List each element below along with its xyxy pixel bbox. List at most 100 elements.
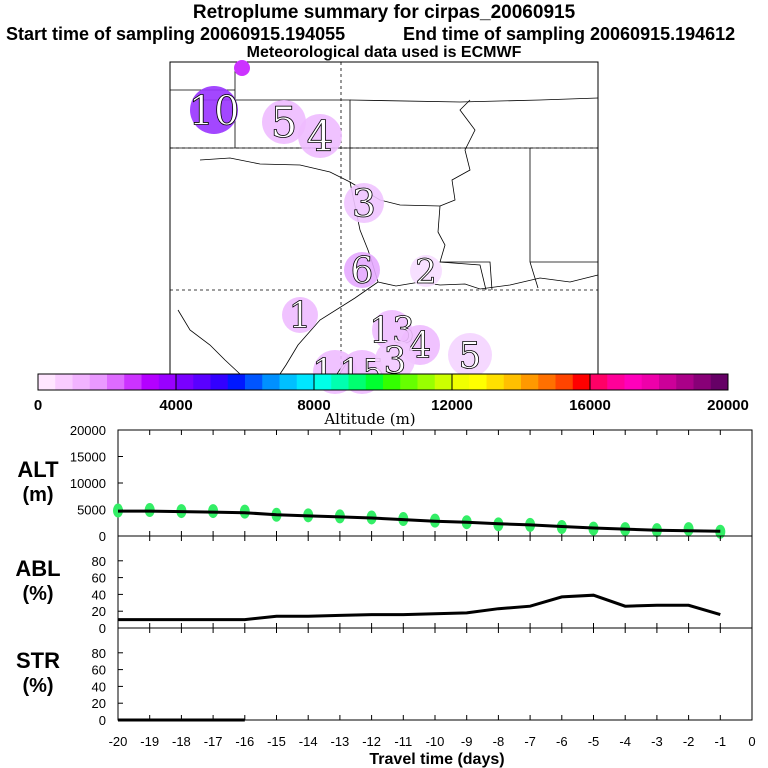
x-tick-label: -11 xyxy=(394,734,412,749)
map-label-marker xyxy=(448,333,492,377)
start-time-label: Start time of sampling 20060915.194055 xyxy=(6,24,346,44)
y-tick-label: 60 xyxy=(92,663,106,678)
x-tick-label: -13 xyxy=(331,734,350,749)
colorbar-swatch xyxy=(434,374,453,390)
y-tick-label: 0 xyxy=(99,713,106,728)
map-label-number: 1 xyxy=(289,296,312,337)
panel-y-label-line: ABL xyxy=(15,556,60,581)
panel-frame xyxy=(117,627,753,721)
colorbar-swatch xyxy=(676,374,694,390)
panel-y-label: STR (%) xyxy=(16,648,60,697)
x-tick-label: -2 xyxy=(683,734,695,749)
altitude-colorbar: 0 4000 8000 12000 16000 20000 xyxy=(34,373,749,414)
x-tick-label: -4 xyxy=(619,734,631,749)
end-time-label: End time of sampling 20060915.194612 xyxy=(403,24,736,44)
y-tick-label: 20 xyxy=(92,696,106,711)
map-label-number: 6 xyxy=(351,251,374,292)
colorbar-swatch xyxy=(400,374,418,390)
colorbar-swatch xyxy=(486,374,505,390)
x-tick-label: -12 xyxy=(362,734,381,749)
x-tick-label: -3 xyxy=(651,734,663,749)
y-tick-label: 20 xyxy=(92,604,106,619)
panel-0: 20000 15000 10000 5000 0 ALT (m) xyxy=(17,423,753,544)
x-tick-label: -16 xyxy=(235,734,254,749)
y-tick-label: 0 xyxy=(99,621,106,636)
map-label-number: 2 xyxy=(415,252,437,292)
x-tick-label: -19 xyxy=(140,734,159,749)
y-tick-label: 15000 xyxy=(70,450,106,465)
colorbar-tick-label: 0 xyxy=(34,397,42,414)
panel-y-label-line: (%) xyxy=(22,583,53,605)
colorbar-swatch xyxy=(107,374,125,390)
map-label-marker xyxy=(344,183,384,223)
colorbar-swatch xyxy=(314,374,332,390)
colorbar-swatch xyxy=(521,374,539,390)
colorbar-frame xyxy=(37,373,729,391)
colorbar-swatch xyxy=(141,374,160,390)
colorbar-tick-label: 4000 xyxy=(159,397,192,414)
colorbar-swatch xyxy=(72,374,91,390)
colorbar-swatch xyxy=(693,374,712,390)
colorbar-tick-label: 8000 xyxy=(297,397,330,414)
x-tick-label: -6 xyxy=(556,734,568,749)
colorbar-swatch xyxy=(193,374,211,390)
map-label-marker xyxy=(262,100,306,144)
map-label-marker xyxy=(344,252,380,288)
colorbar-swatch xyxy=(590,374,608,390)
colorbar-swatch xyxy=(659,374,677,390)
colorbar-tick-label: 12000 xyxy=(431,397,473,414)
colorbar-swatch xyxy=(555,374,574,390)
panel-y-label: ABL (%) xyxy=(15,556,60,605)
chart-title: Retroplume summary for cirpas_20060915 xyxy=(192,2,576,23)
y-tick-label: 40 xyxy=(92,587,106,602)
colorbar-swatch xyxy=(383,374,401,390)
colorbar-swatch xyxy=(641,374,660,390)
map-label-marker xyxy=(282,297,318,333)
series-line xyxy=(118,593,721,622)
x-tick-label: -17 xyxy=(204,734,223,749)
colorbar-swatch xyxy=(538,374,556,390)
x-tick-label: -9 xyxy=(461,734,473,749)
x-axis-label: Travel time (days) xyxy=(369,751,504,768)
x-tick-label: -20 xyxy=(109,734,128,749)
map-label-number: 5 xyxy=(459,336,482,377)
colorbar-swatch xyxy=(158,374,177,390)
colorbar-swatch xyxy=(89,374,108,390)
series-line xyxy=(118,509,721,533)
colorbar-swatch xyxy=(176,374,194,390)
colorbar-swatch xyxy=(469,374,487,390)
x-tick-label: -18 xyxy=(172,734,191,749)
panel-y-label: ALT (m) xyxy=(17,457,59,506)
map-label-marker xyxy=(375,340,415,380)
alt-marker xyxy=(683,522,694,537)
colorbar-swatch xyxy=(279,374,298,390)
map-label-marker xyxy=(298,114,342,158)
map-label-marker xyxy=(234,60,250,76)
panel-y-label-line: ALT xyxy=(17,457,59,482)
colorbar-swatch xyxy=(624,374,643,390)
panel-y-label-line: (m) xyxy=(22,484,53,506)
y-tick-label: 40 xyxy=(92,679,106,694)
colorbar-swatch xyxy=(124,374,142,390)
map-label-number: 4 xyxy=(307,112,334,161)
colorbar-swatch xyxy=(572,374,591,390)
y-tick-label: 0 xyxy=(99,529,106,544)
colorbar-swatch xyxy=(331,374,349,390)
x-tick-label: -7 xyxy=(524,734,536,749)
map-label-number: 10 xyxy=(189,88,240,134)
map-label-number: 3 xyxy=(384,341,407,382)
y-tick-label: 5000 xyxy=(77,503,106,518)
y-tick-label: 80 xyxy=(92,646,106,661)
map-label-number: 3 xyxy=(352,182,376,226)
colorbar-swatch xyxy=(607,374,625,390)
colorbar-swatch xyxy=(296,374,315,390)
x-tick-label: -15 xyxy=(267,734,286,749)
colorbar-label: Altitude (m) xyxy=(323,410,415,428)
y-tick-label: 60 xyxy=(92,571,106,586)
colorbar-swatch xyxy=(710,374,729,390)
y-tick-label: 20000 xyxy=(70,423,106,438)
colorbar-swatch xyxy=(262,374,280,390)
